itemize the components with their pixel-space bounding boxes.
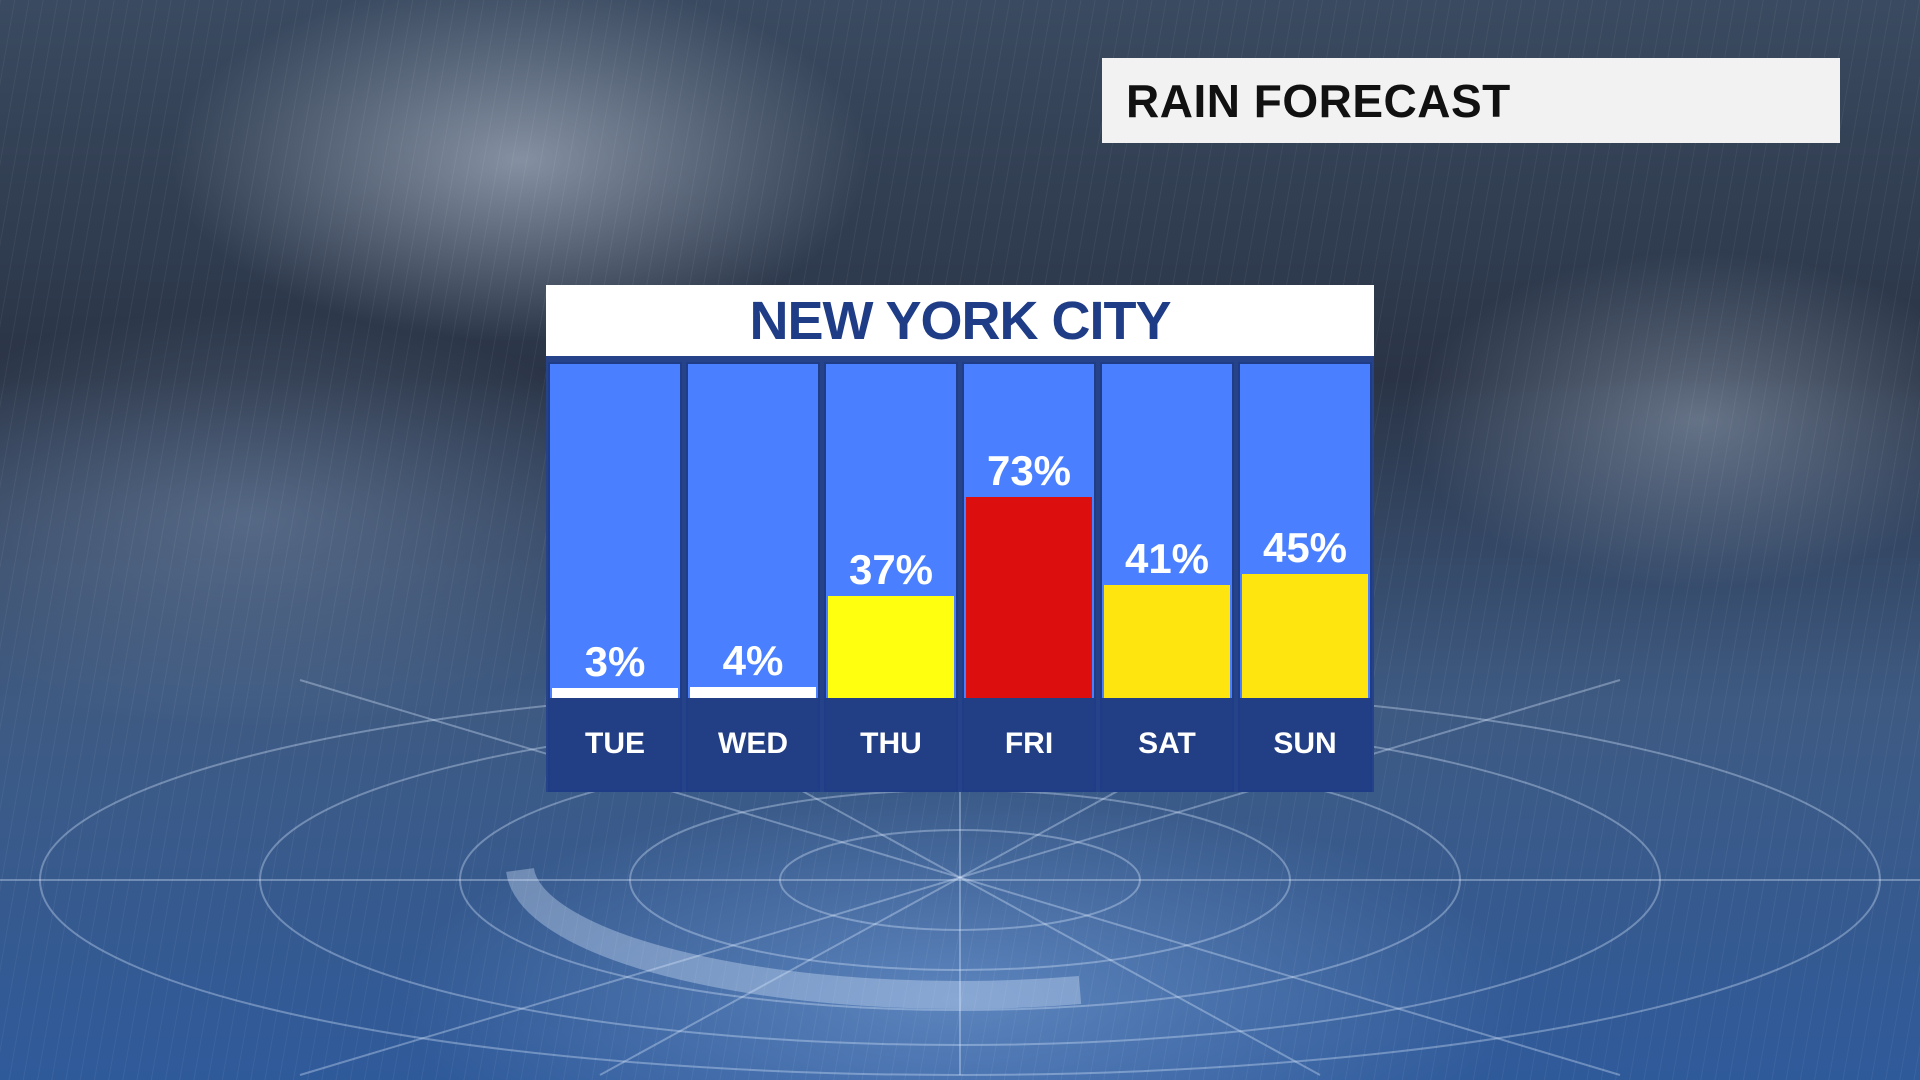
day-column-tue: 3% TUE <box>548 362 682 792</box>
rain-forecast-header: RAIN FORECAST <box>1102 58 1840 143</box>
day-label: FRI <box>964 698 1094 790</box>
day-label: SAT <box>1102 698 1232 790</box>
forecast-chart: NEW YORK CITY 3% TUE 4% WED 37% THU 73% FRI 41% S… <box>546 285 1374 792</box>
day-label: SUN <box>1240 698 1370 790</box>
data-label: 45% <box>1262 524 1348 572</box>
bar-fri <box>966 497 1092 698</box>
data-label: 4% <box>722 637 784 684</box>
bar-wed <box>690 687 816 698</box>
bar-thu <box>828 596 954 698</box>
chart-title: NEW YORK CITY <box>546 285 1374 356</box>
data-label: 41% <box>1124 535 1210 583</box>
day-column-sat: 41% SAT <box>1100 362 1234 792</box>
data-label: 73% <box>986 447 1072 495</box>
data-label: 37% <box>848 546 934 594</box>
chart-columns: 3% TUE 4% WED 37% THU 73% FRI 41% SAT 45% SUN <box>546 362 1374 792</box>
bar-sat <box>1104 585 1230 698</box>
day-column-wed: 4% WED <box>686 362 820 792</box>
day-label: THU <box>826 698 956 790</box>
day-column-sun: 45% SUN <box>1238 362 1372 792</box>
day-label: WED <box>688 698 818 790</box>
data-label: 3% <box>584 638 646 685</box>
bar-sun <box>1242 574 1368 698</box>
header-title: RAIN FORECAST <box>1126 74 1511 127</box>
day-column-thu: 37% THU <box>824 362 958 792</box>
day-column-fri: 73% FRI <box>962 362 1096 792</box>
bar-tue <box>552 688 678 698</box>
day-label: TUE <box>550 698 680 790</box>
